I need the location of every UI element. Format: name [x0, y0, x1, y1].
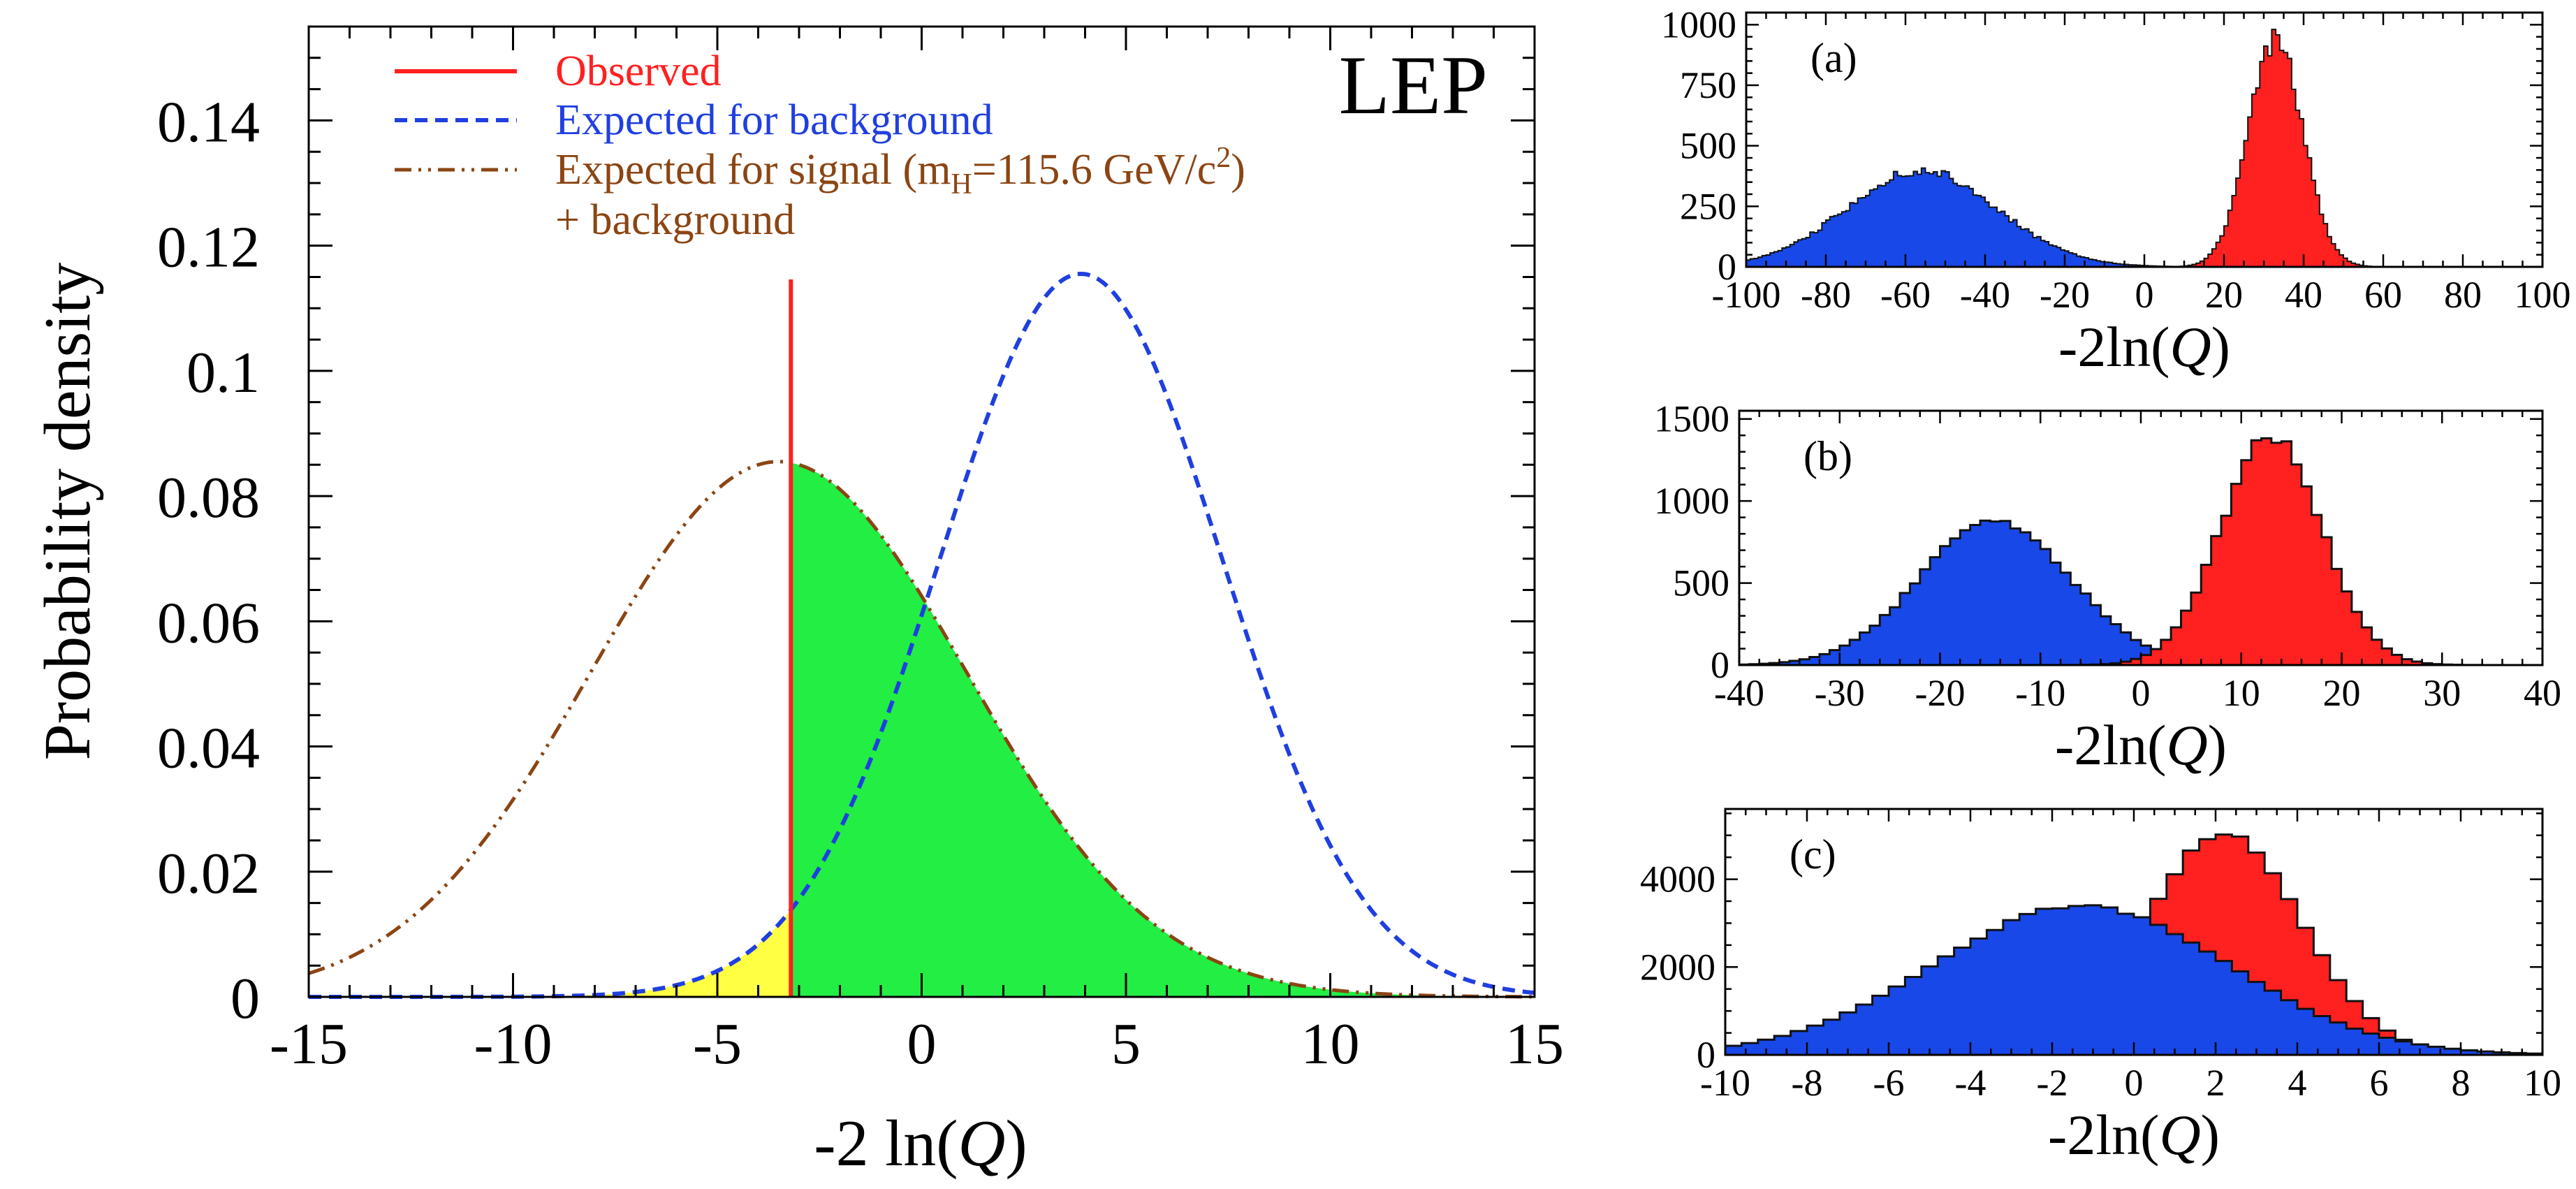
panel-frame — [1738, 409, 2544, 666]
main-chart: -15 -10 -5 0 5 10 15 0 0.02 0.04 0.06 0.08 0.1 0.12 0.… — [31, 25, 1564, 1180]
x-tick-label: -2 — [2037, 1062, 2068, 1104]
y-axis-label: Probability density — [31, 263, 104, 761]
x-tick-label: 40 — [2285, 274, 2322, 316]
x-tick-label: -40 — [1714, 672, 1764, 714]
x-tick-label: -60 — [1880, 274, 1931, 316]
x-axis-label: -2ln(Q) — [2055, 713, 2227, 777]
x-tick-label: -20 — [1915, 672, 1966, 714]
x-tick-label: 15 — [1505, 1012, 1564, 1077]
y-tick-label: 250 — [1680, 185, 1736, 227]
y-tick-label: 1500 — [1654, 398, 1729, 440]
x-tick-label: 10 — [1301, 1012, 1360, 1077]
y-tick-label: 0.02 — [157, 841, 260, 906]
signal-expected-curve — [308, 460, 1535, 999]
x-tick-label: -20 — [2040, 274, 2090, 316]
histogram-panel-c: -10 -8 -6 -4 -2 0 2 4 6 8 10 0 2000 4000 (c) -2ln(Q) — [1640, 808, 2561, 1167]
x-axis-label: -2ln(Q) — [2048, 1103, 2220, 1167]
y-tick-label: 2000 — [1640, 946, 1715, 988]
x-tick-label: -10 — [474, 1012, 552, 1077]
y-tick-label: 500 — [1680, 125, 1736, 167]
x-tick-label: 20 — [2323, 672, 2361, 714]
y-tick-label: 0 — [230, 966, 260, 1031]
y-tick-label: 4000 — [1640, 859, 1715, 900]
x-tick-label: 80 — [2444, 274, 2482, 316]
x-tick-label: -40 — [1960, 274, 2010, 316]
x-tick-label: -15 — [270, 1012, 348, 1077]
blue-histogram — [1746, 167, 2542, 268]
x-tick-label: 100 — [2515, 274, 2571, 316]
x-tick-label: 0 — [2132, 672, 2151, 714]
y-tick-label: 0.06 — [157, 590, 260, 655]
blue-histogram — [1738, 519, 2542, 666]
histogram-panel-b: -40 -30 -20 -10 0 10 20 30 40 0 500 1000 1500 (b) -2ln… — [1654, 398, 2561, 777]
y-tick-label: 0.08 — [157, 465, 260, 530]
y-tick-label: 1000 — [1654, 480, 1729, 522]
y-tick-label: 0 — [1711, 644, 1729, 686]
x-tick-label: 0 — [907, 1012, 937, 1077]
x-tick-label: -5 — [693, 1012, 742, 1077]
legend-observed-label: Observed — [555, 48, 722, 95]
x-tick-label: 8 — [2452, 1062, 2471, 1104]
x-tick-label: 10 — [2223, 672, 2260, 714]
blue-histogram — [1724, 904, 2544, 1056]
x-tick-label: -10 — [2015, 672, 2065, 714]
y-tick-label: 750 — [1680, 64, 1736, 106]
x-tick-label: 0 — [2125, 1062, 2144, 1104]
x-tick-label: -4 — [1955, 1062, 1986, 1104]
histogram-panel-a: -100 -80 -60 -40 -20 0 20 40 60 80 100025050075010… — [1661, 3, 2571, 379]
x-tick-label: 20 — [2205, 274, 2243, 316]
panel-label: (b) — [1803, 433, 1852, 479]
legend-background-sum-label: + background — [555, 196, 795, 244]
y-tick-label: 0.1 — [186, 340, 260, 405]
panel-label: (a) — [1810, 35, 1857, 81]
green-area-above-observed — [791, 462, 1535, 997]
x-tick-label: 2 — [2207, 1062, 2225, 1104]
lep-annotation: LEP — [1339, 38, 1488, 131]
yellow-area-below-observed — [309, 910, 791, 997]
y-tick-label: 0.12 — [157, 215, 260, 280]
x-tick-label: -80 — [1801, 274, 1851, 316]
x-tick-label: 60 — [2364, 274, 2402, 316]
panel-label: (c) — [1790, 831, 1836, 877]
y-tick-label: 0 — [1718, 246, 1736, 288]
x-tick-label: 5 — [1111, 1012, 1141, 1077]
x-axis-label: -2ln(Q) — [2058, 315, 2230, 379]
x-tick-label: -8 — [1792, 1062, 1823, 1104]
y-tick-label: 0.14 — [157, 89, 260, 154]
x-axis-label: -2 ln(Q) — [814, 1107, 1027, 1180]
x-tick-label: 0 — [2135, 274, 2154, 316]
x-tick-label: -6 — [1873, 1062, 1905, 1104]
x-tick-label: 4 — [2288, 1062, 2307, 1104]
x-tick-label: 40 — [2524, 672, 2561, 714]
red-histogram — [1739, 437, 2542, 666]
x-tick-label: 30 — [2423, 672, 2461, 714]
x-tick-label: 6 — [2370, 1062, 2389, 1104]
y-tick-label: 500 — [1673, 562, 1729, 604]
y-tick-label: 0 — [1697, 1034, 1715, 1076]
x-tick-label: -100 — [1712, 274, 1781, 316]
x-tick-label: -10 — [1700, 1062, 1750, 1104]
x-tick-label: 10 — [2524, 1062, 2561, 1104]
y-tick-label: 1000 — [1661, 3, 1736, 45]
y-tick-label: 0.04 — [157, 716, 260, 781]
legend-background-label: Expected for background — [555, 96, 993, 144]
x-tick-label: -30 — [1815, 672, 1865, 714]
legend-signal-label: Expected for signal (mH=115.6 GeV/c2) — [555, 142, 1245, 200]
